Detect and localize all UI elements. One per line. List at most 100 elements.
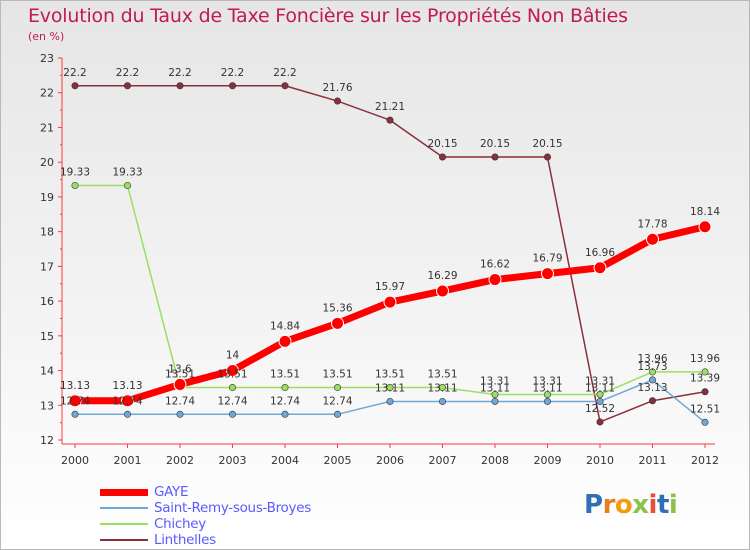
data-label: 13.96 xyxy=(637,353,667,365)
data-point xyxy=(229,384,237,392)
data-label: 12.74 xyxy=(112,395,142,407)
x-tick-label: 2004 xyxy=(271,454,299,467)
legend-item: Chichey xyxy=(100,516,311,532)
y-tick-label: 14 xyxy=(40,365,54,378)
y-tick-label: 13 xyxy=(40,399,54,412)
data-label: 13.51 xyxy=(427,369,457,381)
data-point xyxy=(593,261,607,275)
y-tick-label: 21 xyxy=(40,121,54,134)
data-label: 19.33 xyxy=(60,166,90,178)
legend-item: Linthelles xyxy=(100,532,311,548)
data-label: 13.31 xyxy=(532,376,562,388)
logo-letter: o xyxy=(614,490,633,520)
x-tick-label: 2005 xyxy=(324,454,352,467)
data-point xyxy=(71,82,79,90)
data-point xyxy=(701,418,709,426)
data-point xyxy=(68,394,82,408)
data-point xyxy=(229,410,237,418)
data-point xyxy=(71,181,79,189)
data-point xyxy=(491,391,499,399)
data-label: 13.11 xyxy=(480,382,510,394)
logo-letter: i xyxy=(648,490,658,520)
x-tick-label: 2009 xyxy=(534,454,562,467)
logo-letter: x xyxy=(632,490,649,520)
data-point xyxy=(596,418,604,426)
data-label: 13.51 xyxy=(375,369,405,381)
x-tick-label: 2003 xyxy=(219,454,247,467)
x-tick-label: 2011 xyxy=(639,454,667,467)
data-label: 22.2 xyxy=(168,67,191,79)
data-label: 13.13 xyxy=(637,382,667,394)
data-point xyxy=(648,397,656,405)
data-label: 20.15 xyxy=(427,138,457,150)
legend-label: Linthelles xyxy=(154,532,216,548)
data-label: 15.97 xyxy=(375,281,405,293)
data-label: 15.36 xyxy=(322,302,352,314)
data-point xyxy=(648,368,656,376)
data-point xyxy=(438,384,446,392)
data-point xyxy=(386,384,394,392)
data-point xyxy=(541,267,554,281)
legend-label: GAYE xyxy=(154,484,189,500)
legend-swatch xyxy=(100,488,148,496)
data-point xyxy=(491,153,499,161)
data-point xyxy=(281,384,289,392)
data-label: 13.51 xyxy=(165,369,195,381)
data-label: 12.74 xyxy=(322,395,352,407)
data-point xyxy=(176,82,184,90)
data-label: 12.74 xyxy=(270,395,300,407)
data-point xyxy=(438,153,446,161)
x-tick-label: 2001 xyxy=(114,454,142,467)
x-tick-label: 2007 xyxy=(429,454,457,467)
data-point xyxy=(491,397,499,405)
data-label: 13.51 xyxy=(322,369,352,381)
legend-swatch xyxy=(100,539,148,541)
data-label: 19.33 xyxy=(112,166,142,178)
data-label: 12.52 xyxy=(585,403,615,415)
data-point xyxy=(124,82,132,90)
data-label: 20.15 xyxy=(480,138,510,150)
data-label: 16.79 xyxy=(532,253,562,265)
data-label: 13.39 xyxy=(690,373,720,385)
data-point xyxy=(701,368,709,376)
data-label: 13.11 xyxy=(375,382,405,394)
logo-letter: r xyxy=(602,490,616,520)
data-label: 22.2 xyxy=(63,67,86,79)
data-point xyxy=(596,397,604,405)
data-label: 16.62 xyxy=(480,259,510,271)
y-tick-label: 19 xyxy=(40,191,54,204)
legend-swatch xyxy=(100,523,148,525)
chart-unit: (en %) xyxy=(28,30,65,43)
y-tick-label: 16 xyxy=(40,295,54,308)
data-label: 12.74 xyxy=(217,395,247,407)
data-label: 13.31 xyxy=(480,376,510,388)
data-label: 13.6 xyxy=(168,363,192,375)
data-label: 13.13 xyxy=(112,380,142,392)
data-point xyxy=(173,377,187,391)
data-label: 20.15 xyxy=(532,138,562,150)
data-label: 14 xyxy=(226,350,240,362)
legend-item: GAYE xyxy=(100,484,311,500)
proxiti-logo: Proxiti xyxy=(584,490,678,520)
data-label: 12.74 xyxy=(165,395,195,407)
y-tick-label: 20 xyxy=(40,156,54,169)
data-point xyxy=(333,410,341,418)
data-point xyxy=(124,410,132,418)
data-label: 13.13 xyxy=(60,380,90,392)
data-label: 16.29 xyxy=(427,270,457,282)
logo-letter: t xyxy=(656,490,669,520)
data-label: 13.11 xyxy=(532,382,562,394)
data-label: 18.14 xyxy=(690,206,720,218)
legend-item: Saint-Remy-sous-Broyes xyxy=(100,500,311,516)
data-point xyxy=(438,397,446,405)
data-point xyxy=(543,153,551,161)
data-label: 12.74 xyxy=(60,395,90,407)
data-point xyxy=(71,410,79,418)
data-point xyxy=(121,394,134,408)
data-point xyxy=(543,391,551,399)
data-point xyxy=(543,397,551,405)
data-point xyxy=(386,116,394,124)
data-point xyxy=(333,97,341,105)
